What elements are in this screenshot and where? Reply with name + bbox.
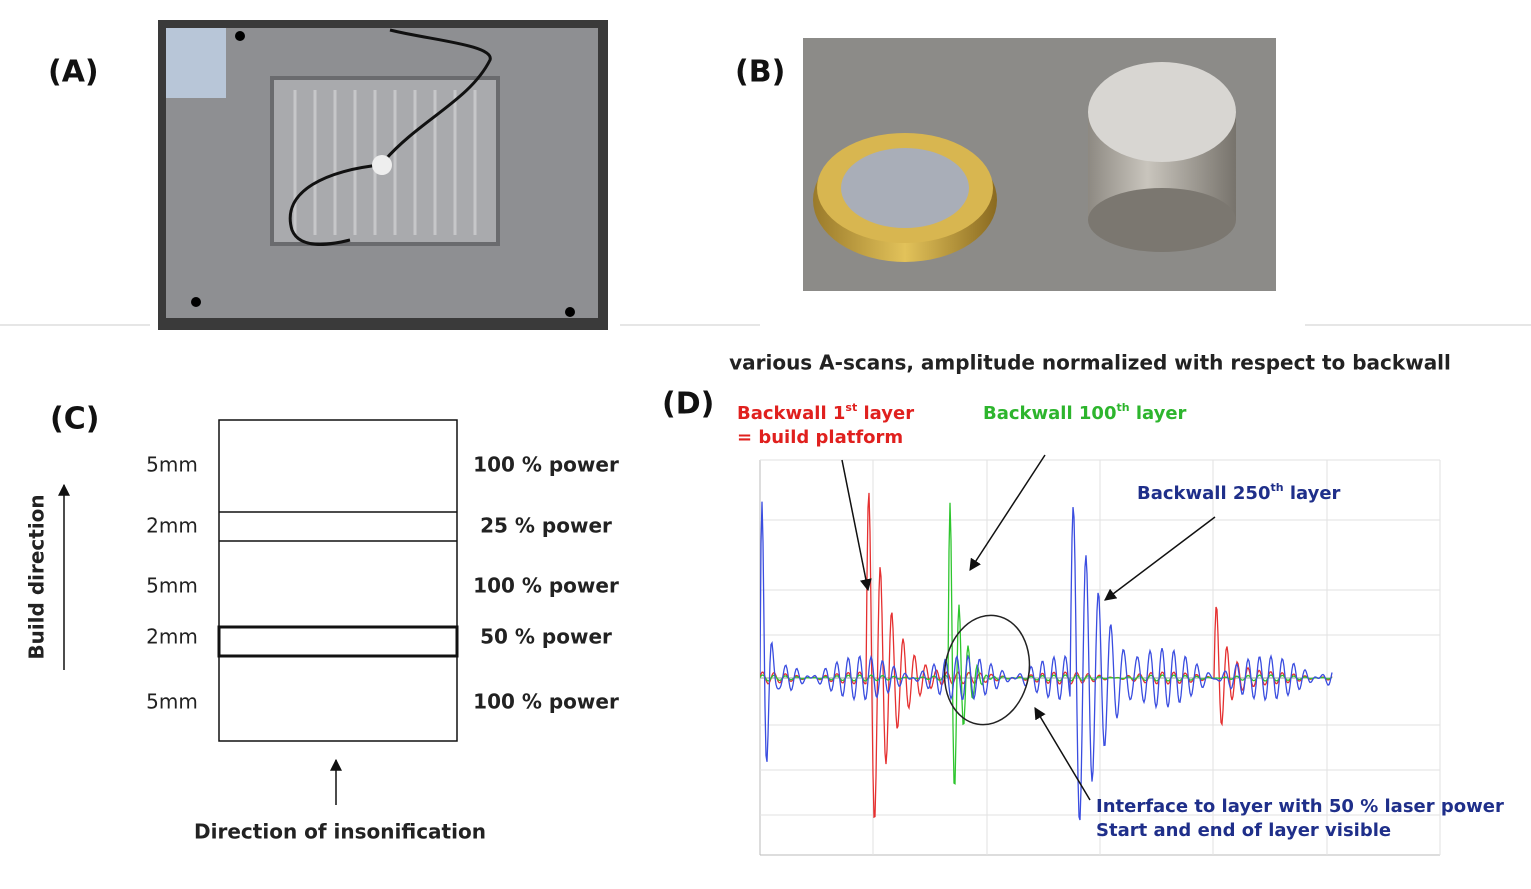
highlight-ellipse: [943, 614, 1031, 726]
annotation-part: Backwall 100: [983, 403, 1116, 424]
annotation-part: Backwall 1: [737, 403, 845, 424]
annotation-part: layer: [1130, 403, 1187, 424]
axis-label: Build direction: [25, 494, 49, 659]
annotation: Backwall 100th layer: [983, 401, 1187, 425]
annotation: Start and end of layer visible: [1096, 820, 1391, 841]
annotation: = build platform: [737, 427, 903, 448]
plot-area: [759, 459, 1441, 856]
layer-thickness: 5mm: [146, 453, 198, 477]
photo-b: [803, 38, 1276, 291]
photo-a: [158, 20, 608, 330]
layer-power: 50 % power: [480, 625, 612, 649]
layer-stack: [217, 419, 459, 742]
layer-thickness: 2mm: [146, 625, 198, 649]
panel-label: (C): [50, 402, 99, 437]
layer-thickness: 5mm: [146, 574, 198, 598]
annotation-part: layer: [1284, 483, 1341, 504]
layer-thickness: 5mm: [146, 690, 198, 714]
annotation-part: th: [1270, 481, 1283, 494]
annotation: Backwall 1st layer: [737, 401, 914, 425]
a-scan-trace: [760, 492, 1333, 819]
annotation-part: th: [1116, 401, 1129, 414]
panel-label: (A): [48, 55, 99, 90]
annotation-part: Interface to layer with 50 % laser power: [1096, 796, 1504, 817]
layer-thickness: 2mm: [146, 514, 198, 538]
annotation-part: layer: [857, 403, 914, 424]
annotation-part: = build platform: [737, 427, 903, 448]
panel-label: (D): [662, 387, 714, 422]
panel-label: (B): [735, 55, 785, 90]
layer-power: 25 % power: [480, 514, 612, 538]
a-scan-trace: [760, 501, 1333, 821]
footer-label: Direction of insonification: [194, 820, 486, 844]
chart-title: various A-scans, amplitude normalized wi…: [729, 351, 1451, 375]
annotation-part: Start and end of layer visible: [1096, 820, 1391, 841]
layer-power: 100 % power: [473, 690, 619, 714]
annotation: Interface to layer with 50 % laser power: [1096, 796, 1504, 817]
annotation: Backwall 250th layer: [1137, 481, 1341, 505]
a-scan-trace: [760, 502, 1333, 785]
annotation-part: st: [845, 401, 857, 414]
a-scan-signals: [760, 492, 1333, 821]
layer-power: 100 % power: [473, 574, 619, 598]
annotation-arrows: [841, 454, 1216, 801]
annotation-part: Backwall 250: [1137, 483, 1270, 504]
layer-power: 100 % power: [473, 453, 619, 477]
